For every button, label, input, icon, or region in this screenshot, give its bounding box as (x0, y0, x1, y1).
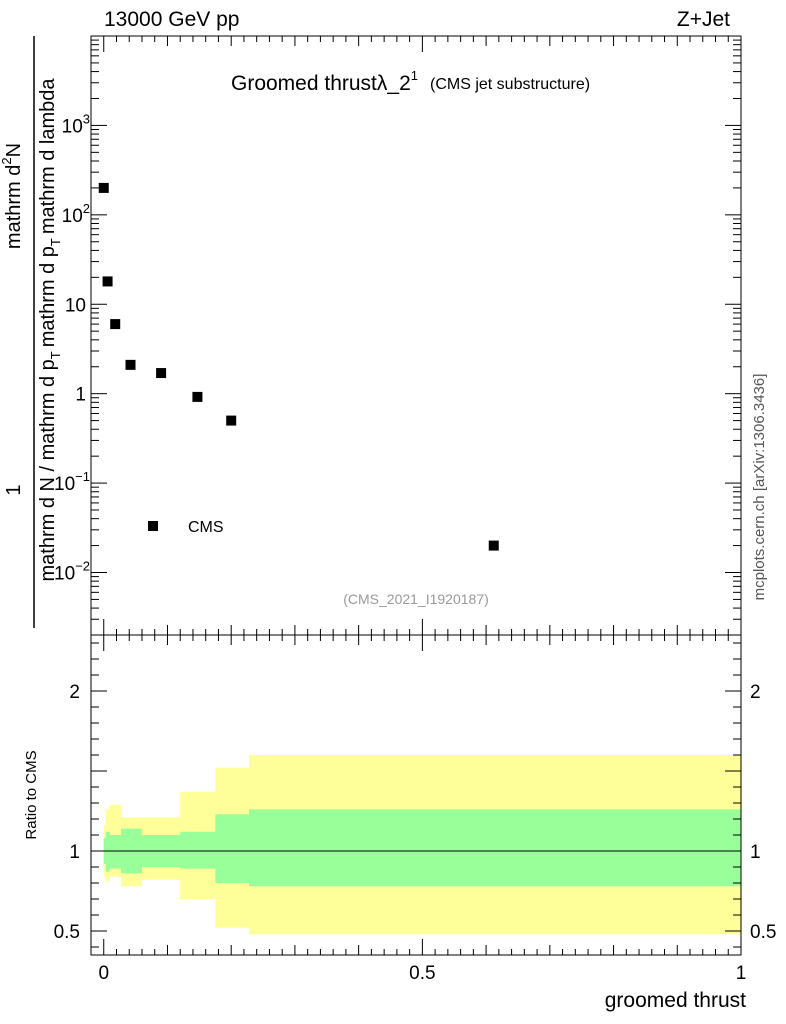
y-axis-label-denom-sub: T (48, 351, 63, 359)
y-tick-label-base: 10 (54, 564, 75, 585)
y-tick-label-base: 10 (62, 206, 83, 227)
y-axis-label-numer-sup: 2 (0, 157, 14, 164)
ratio-y-tick-label: 1 (69, 842, 80, 863)
x-tick-label: 0 (98, 963, 109, 984)
energy-label: 13000 GeV pp (104, 8, 239, 31)
data-point (110, 319, 121, 330)
ratio-y-tick-label: 2 (69, 682, 80, 703)
y-axis-label-numerator-one: 1 (3, 484, 25, 495)
ratio-y-tick-label-right: 1 (750, 842, 761, 863)
y-tick-label-exp: −2 (75, 559, 90, 574)
y-tick-label: 1 (75, 385, 86, 406)
plot-subtitle: (CMS jet substructure) (430, 76, 590, 93)
analysis-id: (CMS_2021_I1920187) (343, 591, 489, 607)
y-axis-label-numer-d: mathrm d (3, 165, 25, 249)
y-tick-label: 102 (62, 201, 90, 227)
y-axis-label-numerator-dn: mathrm d2N (0, 143, 25, 249)
data-point (98, 182, 109, 193)
data-point (102, 276, 113, 287)
ratio-y-tick-label: 0.5 (54, 922, 80, 943)
plot-title-sup: 1 (411, 68, 418, 83)
x-tick-label: 1 (736, 963, 747, 984)
y-tick-label-exp: 3 (83, 111, 90, 126)
y-tick-label: 10−2 (54, 559, 90, 585)
y-tick-label-exp: 2 (83, 201, 90, 216)
data-point (192, 391, 203, 402)
y-axis-label-denom-a: mathrm d N / mathrm d p (37, 359, 59, 581)
data-point (226, 415, 237, 426)
ratio-plot-panel: 0.5 0.51 12 2 0 0.5 1 Ratio to CMS groomed th… (23, 634, 776, 1012)
y-axis-label-denom-sub2: T (48, 238, 63, 246)
ratio-y-tick-label-right: 0.5 (750, 922, 776, 943)
ratio-y-tick-label-right: 2 (750, 682, 761, 703)
x-axis-label: groomed thrust (605, 989, 746, 1012)
data-point (488, 540, 499, 551)
y-axis-label-denominator: mathrm d N / mathrm d pTmathrm d pTmathr… (37, 78, 63, 582)
process-label: Z+Jet (677, 8, 730, 31)
y-tick-label: 10 (65, 295, 86, 316)
plot-title-lambda: λ_2 (377, 72, 411, 95)
legend-marker-cms (148, 521, 158, 531)
ratio-plot-frame (90, 634, 742, 956)
legend-label-cms: CMS (188, 519, 224, 536)
y-axis-label-denom-c: mathrm d lambda (37, 78, 59, 234)
data-point (125, 359, 136, 370)
x-tick-label: 0.5 (409, 963, 435, 984)
main-plot-frame (90, 35, 742, 636)
y-axis-label: 1 mathrm d2N mathrm d N / mathrm d pTmat… (0, 36, 63, 628)
y-tick-label-base: 10 (54, 474, 75, 495)
ratio-inner-band (103, 809, 741, 887)
side-label: mcplots.cern.ch [arXiv:1306.3436] (751, 374, 768, 601)
y-axis-label-denom-b: mathrm d p (37, 246, 59, 347)
plot-title: Groomed thrustλ_21 (231, 68, 418, 95)
y-axis-label-numer-n: N (3, 143, 25, 157)
data-point (156, 368, 167, 379)
y-tick-label: 103 (62, 111, 90, 137)
plot-title-main: Groomed thrust (231, 72, 377, 95)
y-tick-label-base: 10 (62, 116, 83, 137)
y-tick-label: 10−1 (54, 469, 90, 495)
ratio-y-axis-label: Ratio to CMS (23, 750, 40, 839)
y-tick-label-exp: −1 (75, 469, 90, 484)
